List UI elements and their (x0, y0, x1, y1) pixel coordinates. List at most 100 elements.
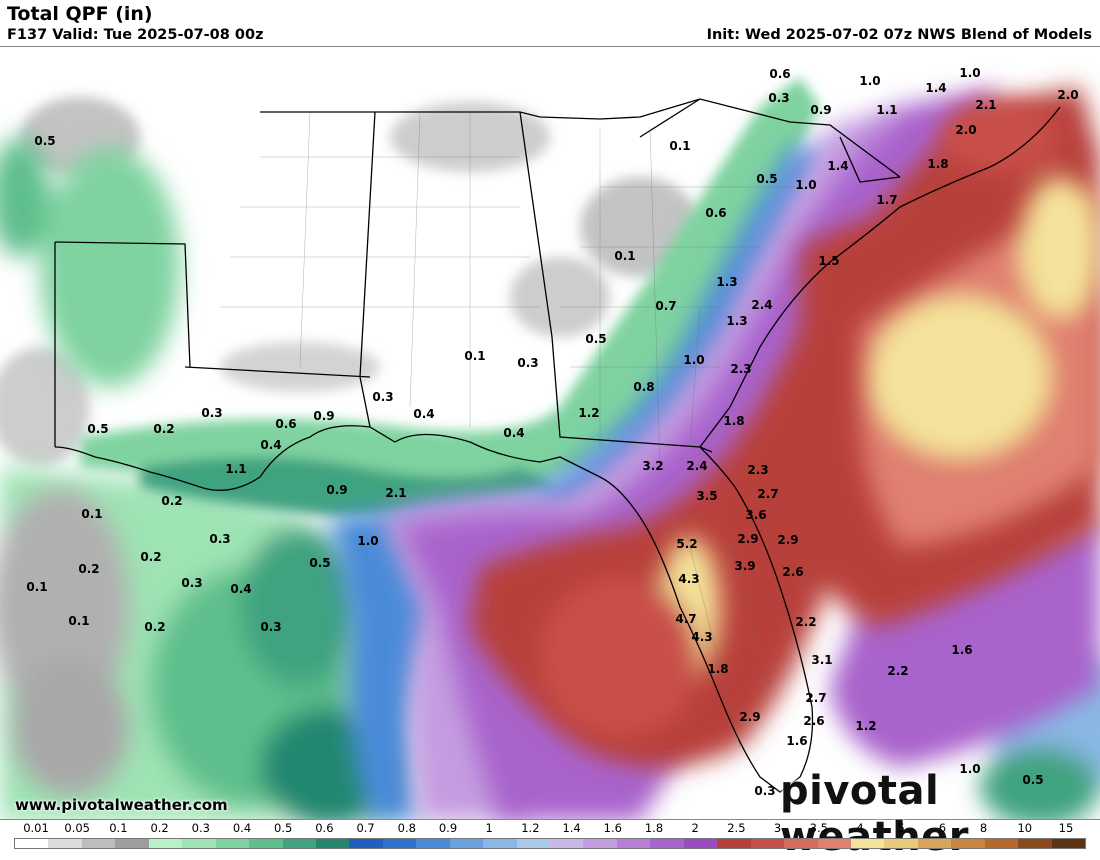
legend-swatch (48, 839, 82, 848)
qpf-value-label: 1.8 (723, 414, 745, 428)
legend-tick: 3 (773, 821, 782, 835)
qpf-value-label: 1.6 (951, 643, 973, 657)
legend-swatch (148, 839, 183, 848)
legend-tick: 2.5 (727, 821, 746, 835)
legend-swatch (349, 839, 383, 848)
qpf-value-label: 3.6 (745, 508, 767, 522)
legend-swatch (449, 839, 484, 848)
legend-swatch (115, 839, 149, 848)
qpf-value-label: 1.2 (578, 406, 600, 420)
qpf-value-label: 0.6 (769, 67, 791, 81)
legend-swatch (1018, 839, 1052, 848)
qpf-value-label: 0.1 (614, 249, 636, 263)
qpf-map: 0.5 0.6 0.3 1.0 1.0 1.4 2.0 2.1 0.9 1.1 2.0 0.1 1.4 1… (0, 46, 1100, 820)
qpf-value-label: 2.2 (795, 615, 817, 629)
legend-tick: 1.2 (521, 821, 540, 835)
qpf-value-label: 3.1 (811, 653, 833, 667)
legend-swatch (516, 839, 550, 848)
legend-tick: 0.05 (64, 821, 90, 835)
legend-tick: 0.2 (150, 821, 169, 835)
qpf-value-label: 1.0 (683, 353, 705, 367)
qpf-value-label: 2.3 (747, 463, 769, 477)
qpf-value-label: 0.8 (633, 380, 655, 394)
qpf-value-label: 1.4 (925, 81, 947, 95)
color-legend: 0.01 0.05 0.1 0.2 0.3 0.4 0.5 0.6 0.7 0.8 0.9 1 1.2 1… (14, 820, 1086, 850)
legend-tick: 5 (897, 821, 905, 835)
qpf-value-label: 0.1 (669, 139, 691, 153)
qpf-value-label: 0.1 (464, 349, 486, 363)
legend-swatch (650, 839, 684, 848)
qpf-value-label: 0.2 (144, 620, 166, 634)
qpf-value-label: 0.5 (34, 134, 56, 148)
legend-tick: 0.7 (356, 821, 375, 835)
qpf-value-label: 2.0 (955, 123, 977, 137)
qpf-value-label: 0.3 (372, 390, 394, 404)
qpf-value-label: 0.1 (26, 580, 48, 594)
legend-swatch (984, 839, 1019, 848)
legend-tick: 6 (938, 821, 947, 835)
legend-swatch (583, 839, 617, 848)
qpf-value-label: 0.3 (754, 784, 776, 798)
qpf-value-label: 2.3 (730, 362, 752, 376)
qpf-value-label: 1.0 (859, 74, 881, 88)
legend-swatch (951, 839, 985, 848)
legend-swatch (750, 839, 785, 848)
qpf-value-label: 0.3 (209, 532, 231, 546)
legend-swatch (884, 839, 918, 848)
legend-tick: 1.8 (644, 821, 664, 835)
qpf-value-label: 0.2 (140, 550, 162, 564)
legend-tick: 1.4 (562, 821, 581, 835)
legend-swatch (550, 839, 584, 848)
qpf-value-label: 1.0 (357, 534, 379, 548)
qpf-value-label: 2.9 (777, 533, 799, 547)
legend-tick: 0.4 (232, 821, 252, 835)
valid-time: F137 Valid: Tue 2025-07-08 00z (7, 27, 264, 43)
qpf-value-label: 1.5 (818, 254, 840, 268)
map-title: Total QPF (in) (7, 3, 153, 25)
legend-tick: 1 (485, 821, 493, 835)
qpf-value-label: 0.4 (413, 407, 435, 421)
legend-tick: 0.6 (315, 821, 334, 835)
legend-swatch (917, 839, 952, 848)
qpf-value-label: 0.3 (181, 576, 203, 590)
qpf-value-label: 5.2 (676, 537, 698, 551)
qpf-value-label: 1.0 (959, 66, 981, 80)
qpf-value-label: 1.8 (927, 157, 949, 171)
qpf-value-label: 0.5 (585, 332, 607, 346)
qpf-value-label: 1.6 (786, 734, 808, 748)
legend-swatch (215, 839, 250, 848)
legend-swatch (416, 839, 450, 848)
qpf-value-label: 1.7 (876, 193, 898, 207)
legend-swatch (817, 839, 851, 848)
legend-tick: 0.5 (274, 821, 293, 835)
legend-swatch (1051, 839, 1085, 848)
qpf-value-label: 1.0 (795, 178, 817, 192)
legend-swatch (282, 839, 316, 848)
qpf-value-label: 2.2 (887, 664, 909, 678)
precip-field (0, 47, 1100, 819)
qpf-value-label: 0.4 (503, 426, 525, 440)
website-label: www.pivotalweather.com (15, 796, 228, 814)
legend-swatch (81, 839, 116, 848)
legend-tick: 3.5 (809, 821, 828, 835)
qpf-value-label: 4.3 (678, 572, 700, 586)
qpf-value-label: 1.2 (855, 719, 877, 733)
legend-tick: 0.01 (23, 821, 49, 835)
qpf-value-label: 3.9 (734, 559, 756, 573)
legend-swatch (15, 839, 49, 848)
qpf-value-label: 0.9 (810, 103, 832, 117)
qpf-value-label: 0.3 (768, 91, 790, 105)
qpf-value-label: 1.0 (959, 762, 981, 776)
legend-tick: 0.9 (438, 821, 458, 835)
qpf-value-label: 2.9 (739, 710, 761, 724)
map-header: Total QPF (in) F137 Valid: Tue 2025-07-0… (0, 0, 1100, 46)
qpf-value-label: 2.7 (757, 487, 779, 501)
legend-tick: 2 (691, 821, 699, 835)
qpf-value-label: 2.1 (975, 98, 997, 112)
legend-swatch (850, 839, 885, 848)
qpf-value-label: 0.2 (161, 494, 183, 508)
legend-tick: 0.1 (109, 821, 128, 835)
qpf-value-label: 2.7 (805, 691, 827, 705)
qpf-value-label: 2.6 (803, 714, 825, 728)
qpf-value-label: 1.8 (707, 662, 729, 676)
